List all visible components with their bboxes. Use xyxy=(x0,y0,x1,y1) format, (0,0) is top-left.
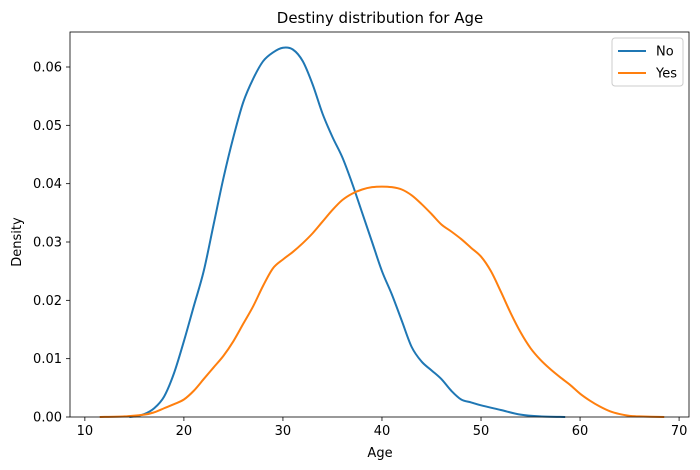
y-axis-label: Density xyxy=(10,217,25,267)
x-tick-label: 40 xyxy=(374,424,391,439)
series-line-no xyxy=(129,46,566,418)
y-tick-label: 0.05 xyxy=(33,119,62,134)
y-tick-label: 0.03 xyxy=(33,236,62,251)
plot-frame xyxy=(69,31,690,418)
legend: No Yes xyxy=(611,37,684,87)
legend-label: Yes xyxy=(655,67,677,82)
x-tick-label: 10 xyxy=(77,424,94,439)
x-tick-label: 60 xyxy=(572,424,589,439)
y-tick-label: 0.02 xyxy=(33,294,62,309)
series-line-yes xyxy=(99,185,665,418)
x-tick-label: 50 xyxy=(473,424,490,439)
y-tick-label: 0.01 xyxy=(33,352,62,367)
x-tick-label: 70 xyxy=(671,424,688,439)
y-axis: 0.00 0.01 0.02 0.03 0.04 0.05 0.06 xyxy=(33,61,70,426)
y-tick-label: 0.04 xyxy=(33,177,62,192)
x-tick-label: 20 xyxy=(176,424,193,439)
x-axis-label: Age xyxy=(367,446,392,461)
x-tick-label: 30 xyxy=(275,424,292,439)
x-axis: 10 20 30 40 50 60 70 xyxy=(77,417,688,439)
legend-label: No xyxy=(656,45,674,60)
plot-area xyxy=(99,46,665,418)
y-tick-label: 0.00 xyxy=(33,411,62,426)
y-tick-label: 0.06 xyxy=(33,61,62,76)
chart-title: Destiny distribution for Age xyxy=(277,9,483,27)
